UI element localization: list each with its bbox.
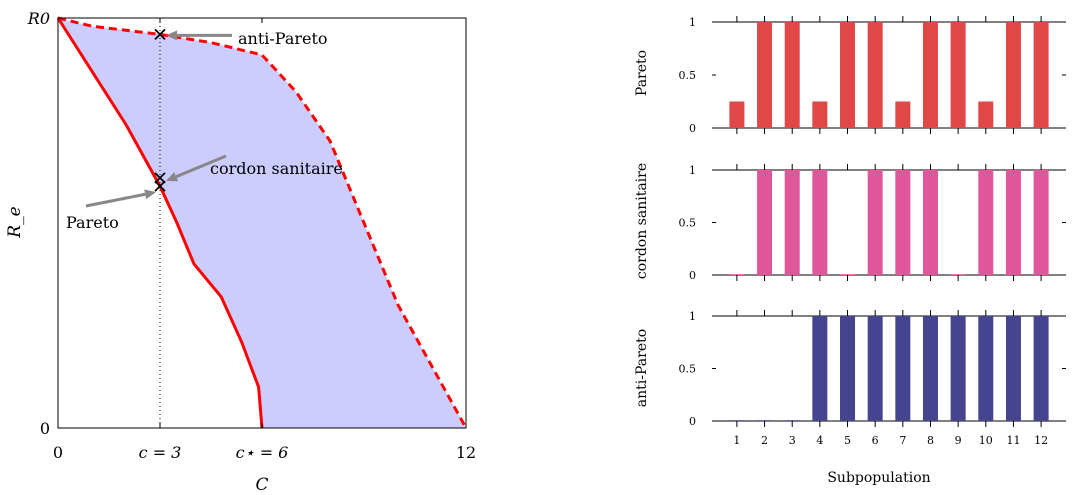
annotation-pareto: Pareto — [66, 213, 119, 232]
bar-8 — [922, 170, 938, 275]
x-axis-label: C — [255, 475, 268, 495]
bar-3 — [784, 170, 800, 275]
axis-ticks — [57, 17, 467, 429]
bar-1 — [729, 274, 745, 275]
x-tick-label-4: 4 — [816, 434, 823, 447]
annotation-anti-pareto: anti-Pareto — [238, 29, 328, 48]
x-tick-label-cstar: c⋆ = 6 — [236, 443, 289, 462]
anti-pareto-bar-panel: 00.511 2 3 4 5 6 7 8 9 10 11 12 — [679, 310, 1066, 447]
bar-2 — [757, 170, 773, 275]
x-tick-label-12: 12 — [1034, 434, 1048, 447]
bar-4 — [812, 316, 828, 421]
bar-10 — [978, 170, 994, 275]
bar-11 — [1005, 316, 1021, 421]
bar-5 — [840, 274, 856, 275]
x-tick-label-6: 6 — [872, 434, 879, 447]
bar-5 — [840, 316, 856, 421]
bar-12 — [1033, 316, 1049, 421]
bar-11 — [1005, 170, 1021, 275]
bar-8 — [922, 22, 938, 128]
y-tick-label: 0.5 — [679, 217, 697, 230]
y-tick-label: 0.5 — [679, 69, 697, 82]
bar-10 — [978, 316, 994, 421]
anti-pareto-arrow — [166, 30, 232, 41]
bar-5 — [840, 22, 856, 128]
panel-label-cordon-sanitaire: cordon sanitaire — [634, 163, 650, 279]
bar-7 — [895, 101, 911, 128]
y-tick-label: 1 — [689, 310, 696, 323]
x-tick-label-7: 7 — [899, 434, 906, 447]
y-tick-label-r0: R0 — [27, 9, 50, 28]
pareto-arrow — [85, 189, 156, 208]
bar-2 — [757, 420, 773, 421]
y-tick-label: 0 — [689, 122, 696, 135]
x-tick-label-1: 1 — [733, 434, 740, 447]
y-tick-label-0: 0 — [40, 419, 50, 438]
bar-8 — [922, 316, 938, 421]
x-tick-label-9: 9 — [955, 434, 962, 447]
annotation-cordon-sanitaire: cordon sanitaire — [210, 159, 343, 178]
x-tick-label-8: 8 — [927, 434, 934, 447]
bar-9 — [950, 274, 966, 275]
bar-7 — [895, 170, 911, 275]
bar-6 — [867, 316, 883, 421]
subpopulation-bar-charts: 00.51 00.51 00.511 2 3 4 5 6 7 8 9 10 11 12 Pareto … — [634, 16, 1066, 486]
y-tick-label: 0 — [689, 415, 696, 428]
cordon-sanitaire-marker — [154, 172, 166, 184]
anti-pareto-marker — [154, 28, 166, 41]
cordon-sanitaire-bar-panel: 00.51 — [679, 164, 1066, 282]
bar-6 — [867, 170, 883, 275]
x-tick-label-5: 5 — [844, 434, 851, 447]
bar-3 — [784, 22, 800, 128]
annotation-arrows — [85, 30, 232, 208]
bar-6 — [867, 22, 883, 128]
panel-label-pareto: Pareto — [634, 50, 650, 96]
bar-7 — [895, 316, 911, 421]
x-tick-label-2: 2 — [761, 434, 768, 447]
bar-9 — [950, 22, 966, 128]
panel-label-anti-pareto: anti-Pareto — [634, 329, 650, 407]
y-tick-label: 1 — [689, 16, 696, 29]
y-axis-label: R_e — [5, 206, 25, 238]
x-tick-label-3: 3 — [789, 434, 796, 447]
bar-4 — [812, 170, 828, 275]
pareto-frontier-line — [56, 17, 264, 429]
y-tick-label: 0.5 — [679, 363, 697, 376]
bar-3 — [784, 420, 800, 421]
cordon-sanitaire-arrow — [166, 154, 227, 182]
y-tick-label: 1 — [689, 164, 696, 177]
bar-1 — [729, 101, 745, 128]
pareto-bar-panel: 00.51 — [679, 16, 1066, 135]
x-tick-label-10: 10 — [979, 434, 993, 447]
x-tick-label-12: 12 — [456, 443, 476, 462]
bar-12 — [1033, 170, 1049, 275]
bar-9 — [950, 316, 966, 421]
y-tick-label: 0 — [689, 269, 696, 282]
marker-points — [154, 28, 166, 192]
feasible-region-area — [58, 18, 466, 428]
bar-1 — [729, 420, 745, 421]
trade-off-chart: anti-Pareto cordon sanitaire Pareto 0 c … — [5, 9, 476, 495]
x-tick-label-c: c = 3 — [139, 443, 182, 462]
x-tick-label-0: 0 — [53, 443, 63, 462]
bar-10 — [978, 101, 994, 128]
x-tick-label-11: 11 — [1006, 434, 1020, 447]
bar-11 — [1005, 22, 1021, 128]
pareto-marker — [154, 180, 166, 192]
bar-2 — [757, 22, 773, 128]
anti-pareto-frontier-line — [57, 16, 468, 429]
x-axis-label-subpopulation: Subpopulation — [827, 470, 930, 486]
bar-12 — [1033, 22, 1049, 128]
bar-4 — [812, 101, 828, 128]
